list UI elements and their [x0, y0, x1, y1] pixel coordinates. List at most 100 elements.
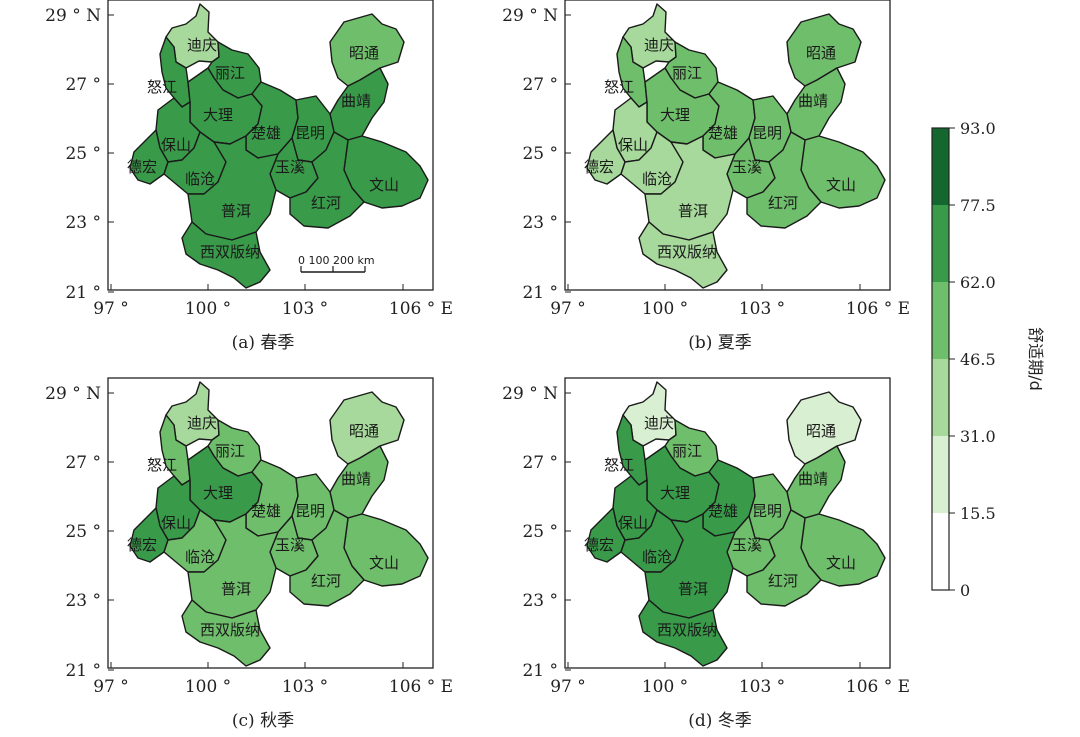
label-kunming: 昆明 — [295, 124, 325, 142]
colorbar-segment — [932, 359, 949, 436]
lon-tick-label: 106 ° E — [846, 299, 910, 319]
label-dali: 大理 — [203, 484, 233, 502]
label-qujing: 曲靖 — [341, 470, 371, 488]
label-chuxiong: 楚雄 — [251, 502, 281, 520]
region-puer — [644, 513, 736, 619]
label-kunming: 昆明 — [295, 502, 325, 520]
lon-tick-label: 97 ° — [550, 677, 586, 697]
lat-tick-label: 21 ° — [522, 661, 558, 681]
label-puer: 普洱 — [221, 580, 251, 598]
map-frame — [107, 0, 434, 291]
label-honghe: 红河 — [768, 572, 798, 590]
colorbar-tick-label: 46.5 — [960, 350, 996, 369]
label-puer: 普洱 — [221, 202, 251, 220]
lat-tick-label: 23 ° — [65, 213, 101, 233]
region-zhaotong — [329, 391, 405, 465]
region-honghe — [746, 131, 822, 229]
region-dehong — [586, 129, 626, 185]
lat-tick-label: 29 ° N — [502, 6, 558, 26]
label-lijiang: 丽江 — [672, 442, 702, 460]
region-xishuangbanna — [181, 599, 271, 667]
label-lincang: 临沧 — [642, 170, 672, 188]
scale-bar: 0 100 200 km — [298, 254, 375, 273]
colorbar-segment — [932, 436, 949, 513]
region-honghe — [746, 509, 822, 607]
region-qujing — [329, 67, 389, 141]
label-puer: 普洱 — [678, 580, 708, 598]
lat-tick-label: 21 ° — [65, 661, 101, 681]
label-chuxiong: 楚雄 — [708, 502, 738, 520]
label-diqing: 迪庆 — [187, 36, 217, 54]
label-zhaotong: 昭通 — [349, 44, 379, 62]
colorbar-tick-label: 93.0 — [960, 119, 996, 138]
map-frame — [564, 0, 891, 291]
region-dehong — [586, 507, 626, 563]
lon-tick-label: 103 ° — [739, 677, 785, 697]
label-wenshan: 文山 — [826, 554, 856, 572]
label-lijiang: 丽江 — [215, 442, 245, 460]
lat-tick-label: 21 ° — [65, 283, 101, 303]
lon-tick-label: 106 ° E — [389, 677, 453, 697]
label-honghe: 红河 — [311, 194, 341, 212]
label-baoshan: 保山 — [161, 136, 191, 154]
label-qujing: 曲靖 — [798, 92, 828, 110]
colorbar-title: 舒适期/d — [1026, 327, 1045, 391]
label-dehong: 德宏 — [584, 536, 614, 554]
colorbar-tick-label: 15.5 — [960, 504, 996, 523]
panel-caption: (d) 冬季 — [688, 711, 752, 731]
label-puer: 普洱 — [678, 202, 708, 220]
lat-tick-label: 29 ° N — [502, 384, 558, 404]
lat-tick-label: 27 ° — [522, 75, 558, 95]
label-qujing: 曲靖 — [798, 470, 828, 488]
colorbar-legend: 0 15.5 31.0 46.5 62.0 77.5 93.0 舒适期/d — [931, 119, 1045, 600]
region-puer — [187, 135, 279, 241]
label-lincang: 临沧 — [185, 170, 215, 188]
label-baoshan: 保山 — [618, 136, 648, 154]
label-nujiang: 怒江 — [147, 78, 177, 96]
label-xishuangbanna: 西双版纳 — [657, 243, 717, 261]
lon-tick-label: 103 ° — [282, 299, 328, 319]
label-lincang: 临沧 — [185, 548, 215, 566]
label-dehong: 德宏 — [127, 536, 157, 554]
lon-tick-label: 100 ° — [185, 299, 231, 319]
lon-tick-label: 100 ° — [642, 677, 688, 697]
map-frame — [564, 377, 891, 669]
label-wenshan: 文山 — [826, 176, 856, 194]
colorbar-segment — [932, 128, 949, 205]
lat-tick-label: 29 ° N — [45, 6, 101, 26]
region-zhaotong — [786, 13, 862, 87]
label-xishuangbanna: 西双版纳 — [200, 621, 260, 639]
label-diqing: 迪庆 — [187, 414, 217, 432]
lat-tick-label: 25 ° — [522, 522, 558, 542]
colorbar-segment — [932, 513, 949, 590]
colorbar-tick-label: 31.0 — [960, 427, 996, 446]
colorbar-tick-label: 77.5 — [960, 196, 996, 215]
label-chuxiong: 楚雄 — [708, 124, 738, 142]
label-lincang: 临沧 — [642, 548, 672, 566]
colorbar-segment — [932, 282, 949, 359]
label-yuxi: 玉溪 — [275, 158, 305, 176]
lat-tick-label: 23 ° — [65, 591, 101, 611]
region-xishuangbanna — [638, 221, 728, 289]
lon-tick-label: 103 ° — [282, 677, 328, 697]
lon-tick-label: 100 ° — [185, 677, 231, 697]
region-xishuangbanna — [181, 221, 271, 289]
lon-tick-label: 97 ° — [93, 299, 129, 319]
region-qujing — [786, 445, 846, 519]
lon-tick-label: 106 ° E — [389, 299, 453, 319]
lat-tick-label: 21 ° — [522, 283, 558, 303]
label-lijiang: 丽江 — [672, 64, 702, 82]
label-honghe: 红河 — [768, 194, 798, 212]
label-nujiang: 怒江 — [604, 456, 634, 474]
panel-caption: (b) 夏季 — [688, 333, 752, 353]
label-diqing: 迪庆 — [644, 414, 674, 432]
map-frame — [107, 377, 434, 669]
region-dehong — [129, 507, 169, 563]
label-wenshan: 文山 — [369, 176, 399, 194]
region-puer — [187, 513, 279, 619]
lat-tick-label: 23 ° — [522, 591, 558, 611]
